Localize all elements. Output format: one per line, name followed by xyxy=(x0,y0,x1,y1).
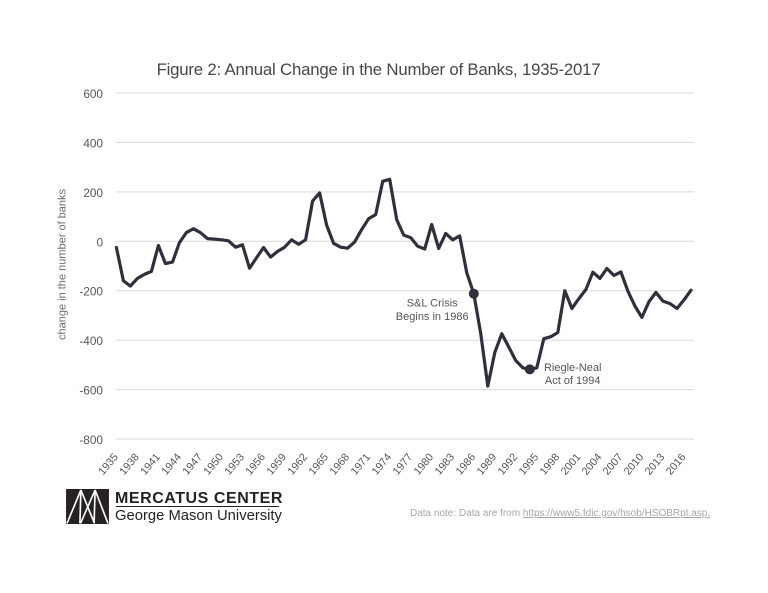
svg-text:Begins in 1986: Begins in 1986 xyxy=(396,311,469,323)
svg-text:2016: 2016 xyxy=(664,451,689,477)
svg-text:1974: 1974 xyxy=(370,451,395,477)
svg-text:1953: 1953 xyxy=(222,451,247,477)
svg-text:600: 600 xyxy=(83,87,103,101)
svg-text:1998: 1998 xyxy=(538,451,563,477)
svg-text:200: 200 xyxy=(83,186,103,200)
svg-text:1986: 1986 xyxy=(454,451,479,477)
svg-text:2013: 2013 xyxy=(643,451,668,477)
svg-text:1938: 1938 xyxy=(117,451,142,477)
svg-text:1956: 1956 xyxy=(243,451,268,477)
svg-text:Riegle-Neal: Riegle-Neal xyxy=(544,362,601,374)
svg-text:change in the number of banks: change in the number of banks xyxy=(57,188,69,340)
svg-text:0: 0 xyxy=(96,235,103,249)
svg-text:1959: 1959 xyxy=(264,451,289,477)
svg-text:1989: 1989 xyxy=(475,451,500,477)
svg-text:2001: 2001 xyxy=(559,451,584,477)
svg-text:-800: -800 xyxy=(79,433,103,447)
svg-text:1950: 1950 xyxy=(201,451,226,477)
svg-text:1935: 1935 xyxy=(96,451,121,477)
svg-text:1968: 1968 xyxy=(327,451,352,477)
svg-text:-400: -400 xyxy=(79,334,103,348)
svg-text:1947: 1947 xyxy=(180,451,205,477)
svg-text:1941: 1941 xyxy=(138,451,163,477)
svg-text:2010: 2010 xyxy=(622,451,647,477)
svg-text:-200: -200 xyxy=(79,285,103,299)
svg-text:400: 400 xyxy=(83,137,103,151)
svg-text:1962: 1962 xyxy=(285,451,310,477)
svg-text:1992: 1992 xyxy=(496,451,521,477)
svg-text:1995: 1995 xyxy=(517,451,542,477)
svg-text:-600: -600 xyxy=(79,384,103,398)
svg-text:Act of 1994: Act of 1994 xyxy=(545,375,601,387)
svg-text:S&L Crisis: S&L Crisis xyxy=(407,297,458,309)
svg-text:1980: 1980 xyxy=(412,451,437,477)
svg-text:1983: 1983 xyxy=(433,451,458,477)
svg-text:1944: 1944 xyxy=(159,451,184,477)
svg-text:2007: 2007 xyxy=(601,451,626,477)
svg-text:1971: 1971 xyxy=(349,451,374,477)
svg-text:1977: 1977 xyxy=(391,451,416,477)
svg-text:1965: 1965 xyxy=(306,451,331,477)
svg-text:2004: 2004 xyxy=(580,451,605,477)
